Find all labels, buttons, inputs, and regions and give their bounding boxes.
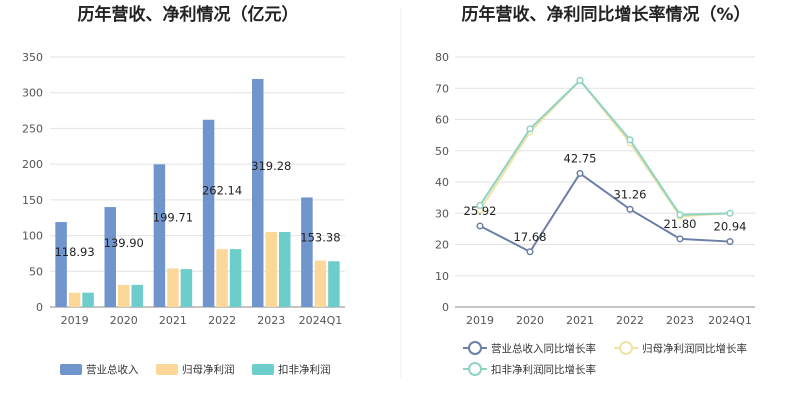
legend-marker bbox=[468, 341, 482, 355]
line-data-label: 31.26 bbox=[614, 187, 647, 201]
legend-label: 归母净利润同比增长率 bbox=[642, 342, 747, 355]
line-chart-title: 历年营收、净利同比增长率情况（%） bbox=[461, 4, 750, 25]
line-x-tick-label: 2024Q1 bbox=[708, 314, 752, 327]
bar-chart-title: 历年营收、净利情况（亿元） bbox=[78, 4, 299, 25]
legend-label: 营业总收入同比增长率 bbox=[491, 342, 596, 355]
bar-x-tick-label: 2020 bbox=[110, 314, 138, 327]
bar-3 bbox=[82, 292, 94, 307]
line-y-tick-label: 70 bbox=[435, 82, 449, 95]
bar-x-tick-label: 2023 bbox=[257, 314, 285, 327]
legend-swatch bbox=[60, 364, 82, 375]
line-y-tick-label: 0 bbox=[442, 301, 449, 314]
legend-label: 归母净利润 bbox=[182, 363, 235, 376]
bar-2 bbox=[118, 284, 130, 307]
bar-1 bbox=[202, 119, 215, 307]
line-y-tick-label: 40 bbox=[435, 176, 449, 189]
line-data-label: 42.75 bbox=[564, 151, 597, 165]
legend-swatch bbox=[252, 364, 274, 375]
line-x-tick-label: 2019 bbox=[466, 314, 494, 327]
line-data-label: 17.68 bbox=[514, 230, 547, 244]
bar-y-tick-label: 150 bbox=[22, 194, 43, 207]
bar-x-tick-label: 2022 bbox=[208, 314, 236, 327]
line-point bbox=[626, 136, 634, 144]
line-point bbox=[676, 211, 684, 219]
legend-swatch bbox=[156, 364, 178, 375]
line-y-tick-label: 30 bbox=[435, 207, 449, 220]
line-series-3 bbox=[479, 78, 731, 216]
bar-x-tick-label: 2024Q1 bbox=[299, 314, 343, 327]
bar-2 bbox=[314, 260, 327, 307]
bar-y-tick-label: 50 bbox=[29, 265, 43, 278]
bar-y-tick-label: 350 bbox=[22, 51, 43, 64]
line-point bbox=[676, 235, 684, 243]
bar-data-label: 319.28 bbox=[251, 159, 291, 173]
line-data-label: 25.92 bbox=[464, 204, 497, 218]
bar-data-label: 199.71 bbox=[153, 210, 193, 224]
line-x-tick-label: 2022 bbox=[616, 314, 644, 327]
bar-y-tick-label: 200 bbox=[22, 158, 43, 171]
bar-data-label: 153.38 bbox=[300, 230, 340, 244]
line-point bbox=[476, 201, 484, 209]
bar-x-tick-label: 2019 bbox=[61, 314, 89, 327]
bar-data-label: 118.93 bbox=[54, 245, 94, 259]
line-point bbox=[526, 248, 534, 256]
line-y-tick-label: 60 bbox=[435, 114, 449, 127]
bar-3 bbox=[328, 261, 340, 307]
line-series-2 bbox=[479, 78, 731, 218]
bar-2 bbox=[265, 232, 277, 307]
line-x-tick-label: 2020 bbox=[516, 314, 544, 327]
legend-marker bbox=[468, 362, 482, 376]
line-data-label: 21.80 bbox=[664, 217, 697, 231]
bar-2 bbox=[167, 268, 179, 307]
bar-x-tick-label: 2021 bbox=[159, 314, 187, 327]
legend-label: 营业总收入 bbox=[86, 363, 139, 376]
bar-2 bbox=[68, 292, 81, 307]
bar-3 bbox=[229, 249, 242, 307]
bar-chart-legend: 营业总收入 归母净利润 扣非净利润 bbox=[60, 363, 331, 376]
bar-data-label: 262.14 bbox=[202, 184, 242, 198]
legend-label: 扣非净利润同比增长率 bbox=[491, 363, 596, 376]
bar-3 bbox=[131, 284, 143, 307]
line-point bbox=[626, 205, 634, 213]
line-point bbox=[576, 169, 584, 177]
line-point bbox=[476, 222, 484, 230]
bar-3 bbox=[279, 232, 291, 307]
bar-y-tick-label: 0 bbox=[36, 301, 43, 314]
line-y-tick-label: 80 bbox=[435, 51, 449, 64]
bar-1 bbox=[301, 197, 313, 307]
line-point bbox=[526, 125, 534, 133]
bar-y-tick-label: 250 bbox=[22, 122, 43, 135]
bar-1 bbox=[153, 164, 166, 307]
line-chart-panel: 历年营收、净利同比增长率情况（%） 0 10 20 30 40 50 60 70 80 2019 2… bbox=[435, 4, 755, 376]
bar-chart-panel: 历年营收、净利情况（亿元） 0 50 100 150 200 250 300 350 2019 2… bbox=[22, 4, 345, 376]
legend-marker bbox=[619, 341, 633, 355]
bar-2 bbox=[216, 249, 228, 307]
line-point bbox=[576, 76, 584, 84]
line-y-tick-label: 50 bbox=[435, 145, 449, 158]
legend-label: 扣非净利润 bbox=[278, 363, 331, 376]
line-x-tick-label: 2021 bbox=[566, 314, 594, 327]
bar-y-tick-label: 100 bbox=[22, 230, 43, 243]
line-x-tick-label: 2023 bbox=[666, 314, 694, 327]
line-y-tick-label: 20 bbox=[435, 239, 449, 252]
line-point bbox=[726, 238, 734, 246]
bar-y-tick-label: 300 bbox=[22, 87, 43, 100]
line-series-1 bbox=[479, 171, 731, 254]
bar-3 bbox=[180, 269, 193, 307]
bar-1 bbox=[252, 78, 264, 307]
line-data-label: 20.94 bbox=[714, 220, 747, 234]
bar-1 bbox=[104, 207, 116, 307]
line-point bbox=[726, 209, 734, 217]
bar-data-label: 139.90 bbox=[104, 236, 144, 250]
bar-1 bbox=[55, 222, 67, 307]
line-y-tick-label: 10 bbox=[435, 270, 449, 283]
